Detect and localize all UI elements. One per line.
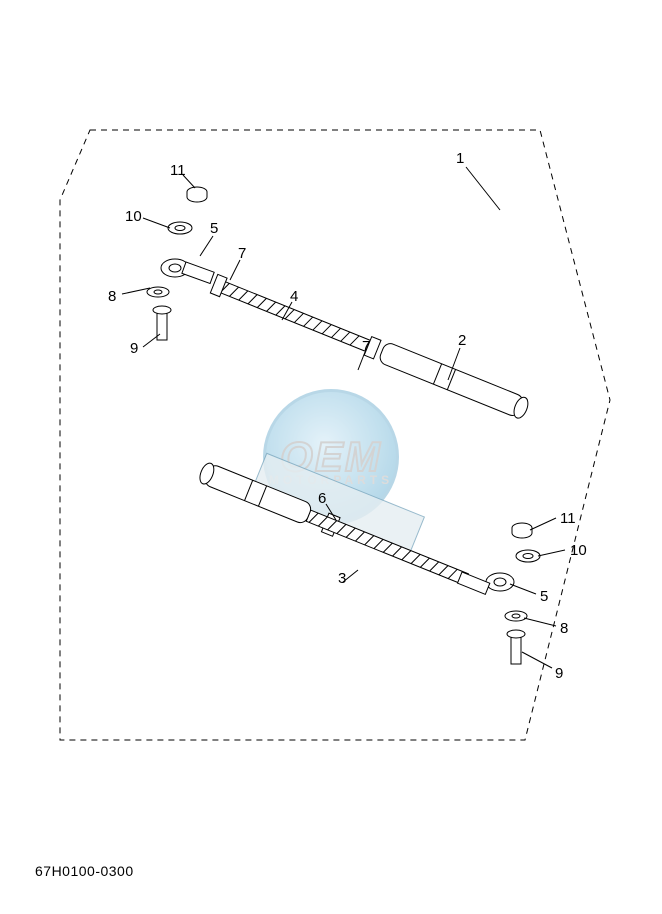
callout-3: 3: [338, 570, 346, 587]
leader-line: [200, 236, 213, 256]
leader-line: [466, 167, 500, 210]
callout-9: 9: [555, 665, 563, 682]
lower-assembly: [197, 453, 540, 664]
callout-5: 5: [210, 220, 218, 237]
leader-line: [510, 584, 536, 594]
callout-1: 1: [456, 150, 464, 167]
leader-line: [230, 260, 240, 280]
callout-9: 9: [130, 340, 138, 357]
callout-7: 7: [238, 245, 246, 262]
callout-4: 4: [290, 288, 298, 305]
diagram-svg: [0, 0, 662, 914]
leader-line: [143, 218, 170, 228]
callout-10: 10: [570, 542, 587, 559]
callout-8: 8: [560, 620, 568, 637]
upper-assembly: [147, 187, 531, 420]
callout-7: 7: [362, 338, 370, 355]
callout-10: 10: [125, 208, 142, 225]
callout-11: 11: [170, 162, 186, 179]
callout-6: 6: [318, 490, 326, 507]
diagram-page: OEM MOTORPARTS: [0, 0, 662, 914]
callout-5: 5: [540, 588, 548, 605]
leader-line: [522, 652, 552, 668]
drawing-number: 67H0100-0300: [35, 863, 134, 879]
callout-8: 8: [108, 288, 116, 305]
callout-2: 2: [458, 332, 466, 349]
leader-line: [524, 618, 556, 626]
leader-line: [122, 288, 150, 294]
leader-lines: [122, 167, 565, 668]
assembly-boundary: [60, 130, 610, 740]
leader-line: [538, 550, 565, 556]
callout-11: 11: [560, 510, 576, 527]
leader-line: [530, 518, 556, 530]
